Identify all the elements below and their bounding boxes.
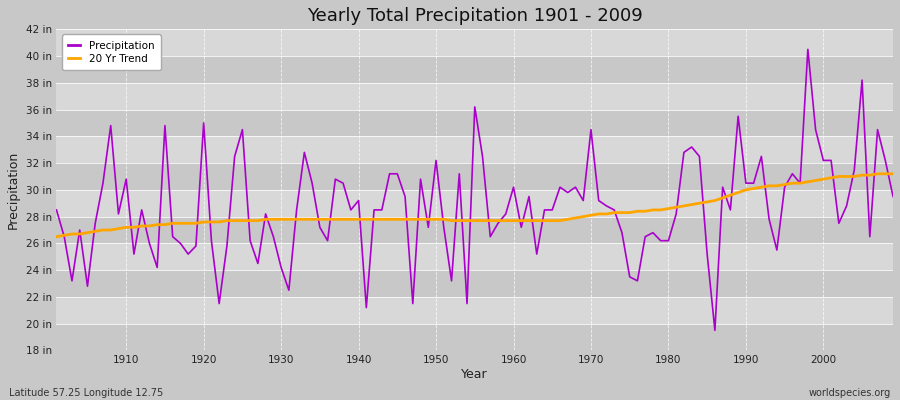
X-axis label: Year: Year (462, 368, 488, 381)
Bar (57, 83, 893, 110)
Bar (57, 136, 893, 163)
Title: Yearly Total Precipitation 1901 - 2009: Yearly Total Precipitation 1901 - 2009 (307, 7, 643, 25)
Y-axis label: Precipitation: Precipitation (7, 151, 20, 229)
Text: worldspecies.org: worldspecies.org (809, 388, 891, 398)
Bar (57, 56, 893, 83)
Bar (57, 110, 893, 136)
Bar (57, 217, 893, 243)
Bar (57, 29, 893, 56)
Legend: Precipitation, 20 Yr Trend: Precipitation, 20 Yr Trend (62, 34, 161, 70)
Bar (57, 163, 893, 190)
Bar (57, 324, 893, 350)
Text: Latitude 57.25 Longitude 12.75: Latitude 57.25 Longitude 12.75 (9, 388, 163, 398)
Bar (57, 190, 893, 217)
Bar (57, 243, 893, 270)
Bar (57, 270, 893, 297)
Bar (57, 297, 893, 324)
